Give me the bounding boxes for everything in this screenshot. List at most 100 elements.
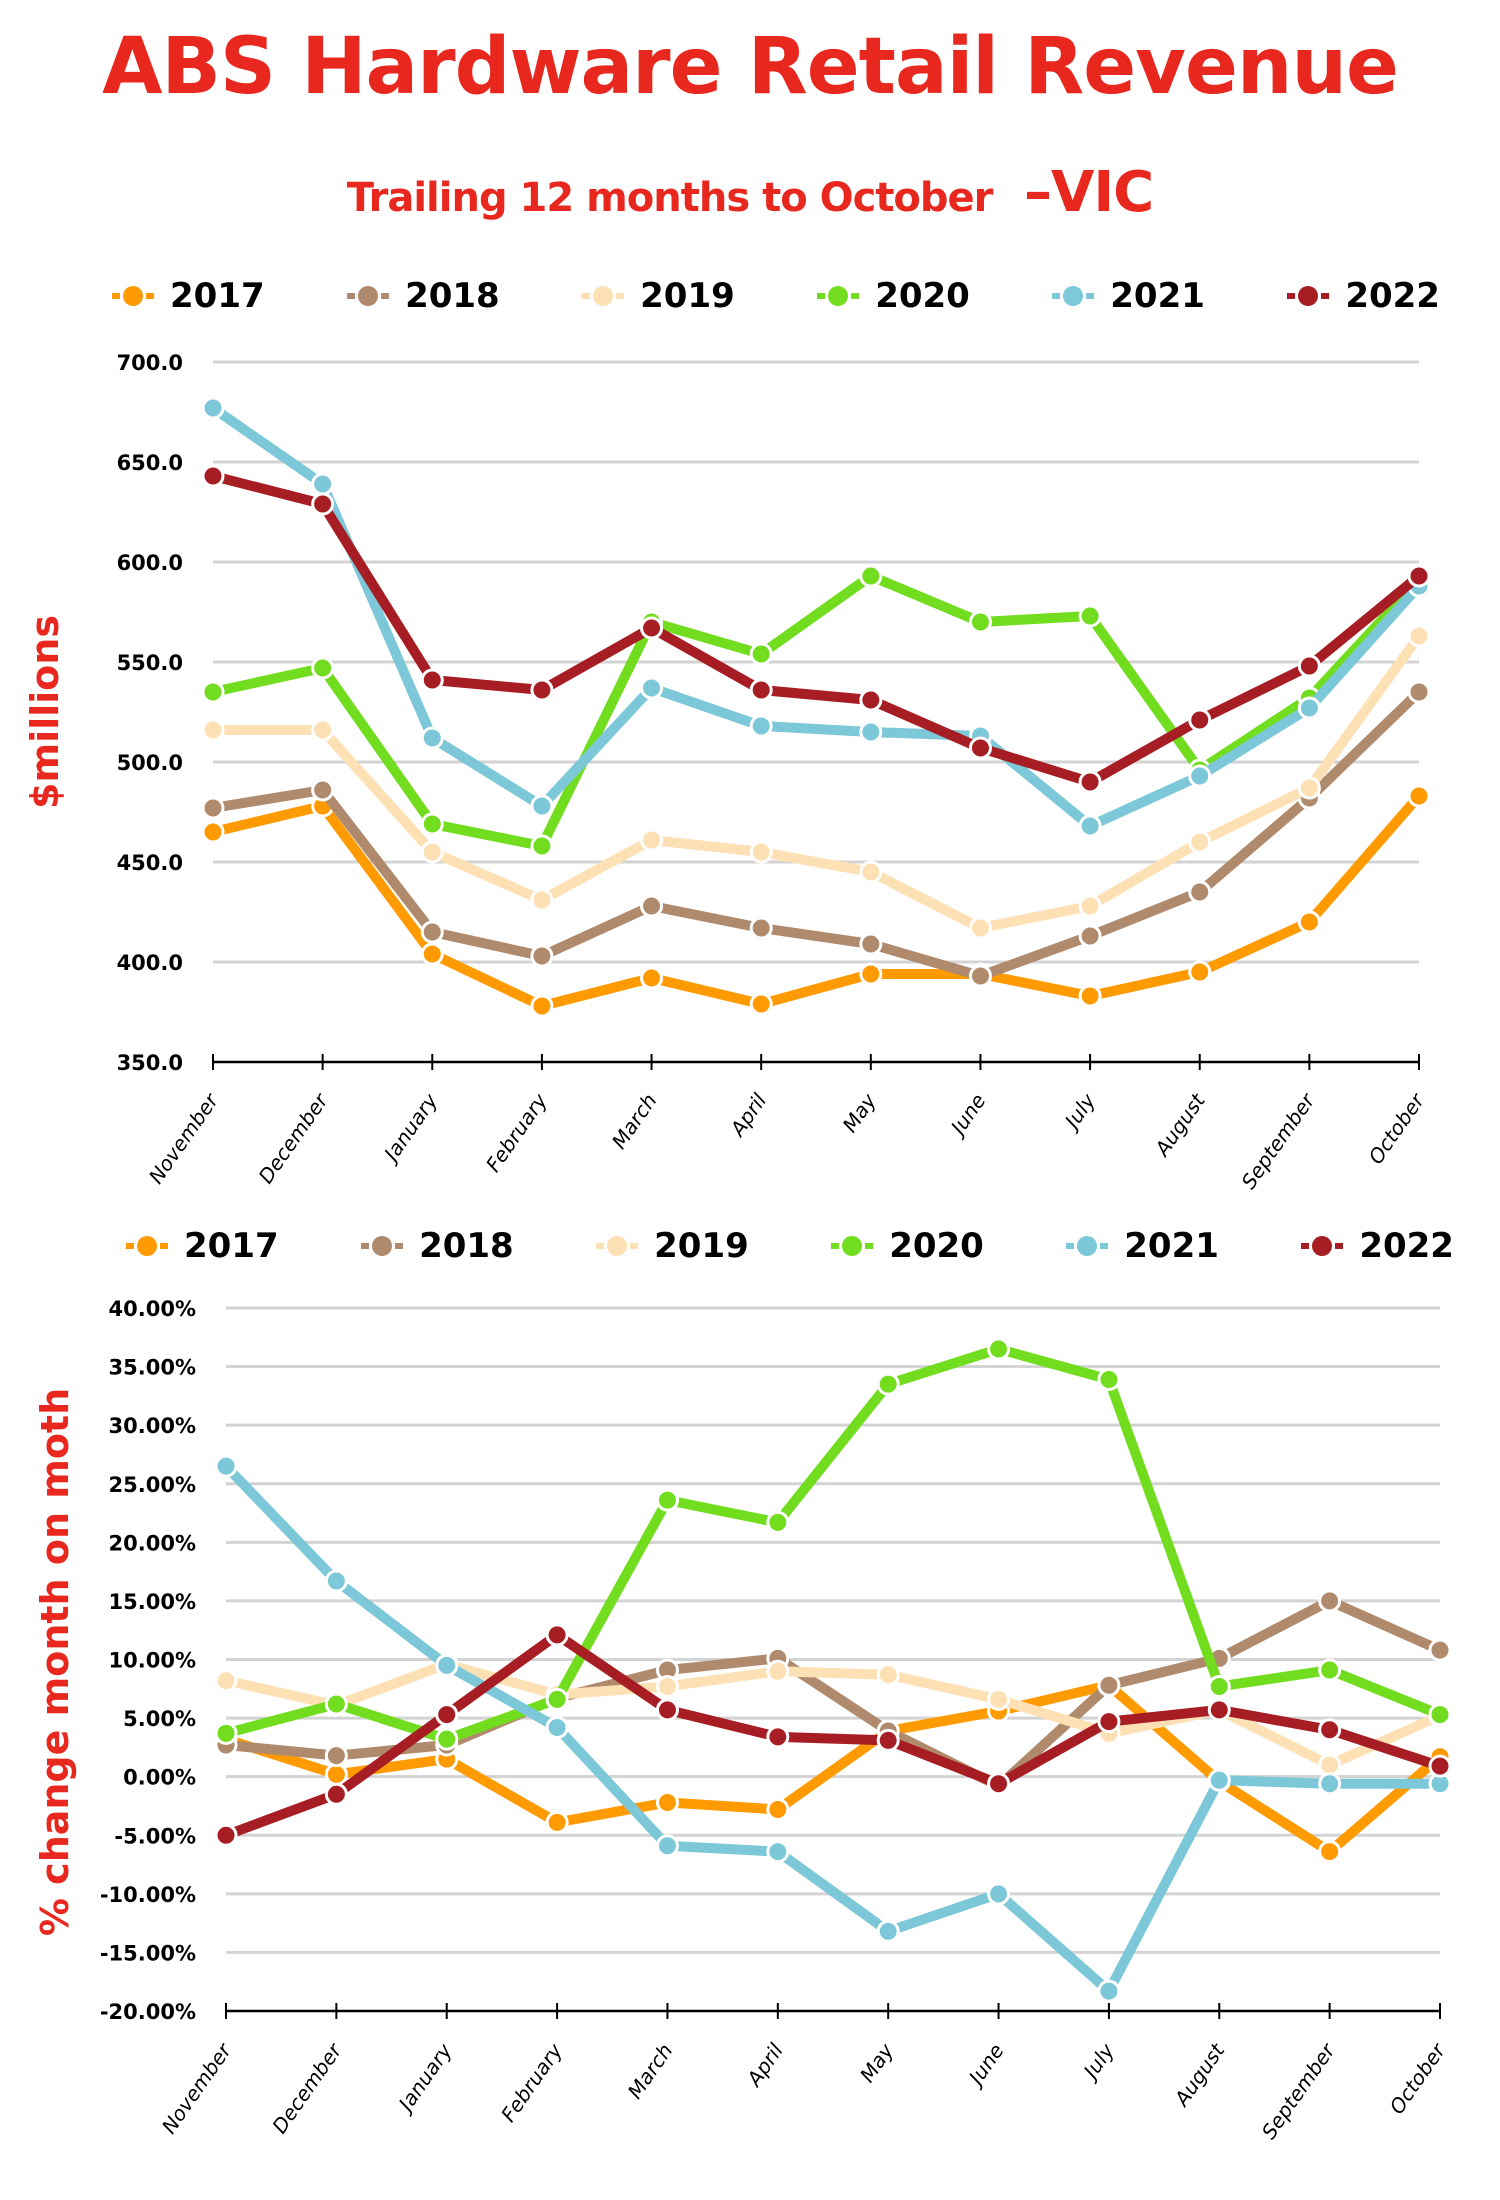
x-tick-label: December [267, 2038, 347, 2138]
legend-label: 2019 [640, 276, 735, 316]
x-tick-label: May [838, 1088, 882, 1137]
data-point-2022-october [1407, 564, 1431, 588]
data-point-2017-september [1297, 910, 1321, 934]
data-point-2022-september [1297, 654, 1321, 678]
series-2022 [214, 1623, 1452, 1847]
legend-label: 2022 [1359, 1226, 1454, 1266]
y-tick-label: 500.0 [117, 751, 183, 775]
data-point-2019-april [749, 840, 773, 864]
y-tick-label: 25.00% [109, 1473, 196, 1497]
legend-marker-icon [580, 286, 626, 306]
x-tick-label: December [254, 1088, 334, 1188]
data-point-2019-may [876, 1663, 900, 1687]
legend-label: 2019 [654, 1226, 749, 1266]
data-point-2017-december [324, 1762, 348, 1786]
data-point-2020-may [859, 564, 883, 588]
data-point-2022-august [1207, 1698, 1231, 1722]
subtitle-region: –VIC [1023, 160, 1154, 225]
data-point-2022-june [987, 1772, 1011, 1796]
series-line-2018 [221, 1595, 1445, 1792]
y-tick-label: 450.0 [117, 851, 183, 875]
data-point-2022-february [530, 678, 554, 702]
legend-item-2020: 2020 [815, 276, 970, 316]
data-point-2022-september [1318, 1718, 1342, 1742]
series-2020 [214, 1337, 1452, 1751]
data-point-2022-april [766, 1725, 790, 1749]
series-line-2019 [208, 631, 1424, 933]
x-tick-label: March [623, 2039, 678, 2103]
y-tick-label: -15.00% [100, 1941, 196, 1965]
x-tick-label: October [1364, 1088, 1431, 1169]
y-tick-label: -10.00% [100, 1883, 196, 1907]
data-point-2022-november [214, 1823, 238, 1847]
data-point-2018-january [420, 920, 444, 944]
x-tick-label: January [377, 1088, 443, 1168]
y-tick-label: 35.00% [109, 1356, 196, 1380]
data-point-2021-february [530, 794, 554, 818]
data-point-2020-february [545, 1687, 569, 1711]
series-line-2018 [208, 687, 1424, 981]
y-tick-label: 10.00% [109, 1649, 196, 1673]
y-tick-label: 15.00% [109, 1590, 196, 1614]
data-point-2020-june [987, 1337, 1011, 1361]
data-point-2022-march [640, 616, 664, 640]
legend-revenue-chart: 2017 2018 2019 2020 2021 2022 [110, 276, 1440, 316]
x-tick-label: September [1236, 1088, 1320, 1194]
data-point-2021-september [1318, 1772, 1342, 1796]
data-point-2021-july [1078, 814, 1102, 838]
x-tick-label: July [1058, 1088, 1101, 1135]
data-point-2021-january [435, 1653, 459, 1677]
data-point-2017-february [545, 1810, 569, 1834]
x-tick-label: November [157, 2038, 237, 2138]
data-point-2017-april [749, 992, 773, 1016]
x-tick-label: January [391, 2038, 457, 2118]
data-point-2019-january [420, 840, 444, 864]
data-point-2021-november [201, 396, 225, 420]
data-point-2020-july [1078, 604, 1102, 628]
series-2021 [214, 1454, 1452, 2003]
series-line-2022 [208, 471, 1424, 787]
data-point-2021-june [987, 1882, 1011, 1906]
data-point-2019-december [311, 718, 335, 742]
data-point-2020-january [420, 812, 444, 836]
legend-item-2020: 2020 [829, 1226, 984, 1266]
y-tick-label: -5.00% [114, 1824, 196, 1848]
data-point-2018-december [324, 1744, 348, 1768]
data-point-2019-june [968, 916, 992, 940]
x-tick-label: July [1076, 2038, 1119, 2085]
legend-label: 2022 [1345, 276, 1440, 316]
data-point-2022-december [324, 1782, 348, 1806]
data-point-2020-may [876, 1372, 900, 1396]
legend-marker-icon [1050, 286, 1096, 306]
data-point-2019-march [655, 1674, 679, 1698]
legend-label: 2017 [184, 1226, 279, 1266]
data-point-2021-january [420, 726, 444, 750]
legend-item-2021: 2021 [1064, 1226, 1219, 1266]
revenue-line-chart: $millions 700.0 650.0 600.0 550.0 500.0 450.0 4… [23, 351, 1431, 1194]
data-point-2020-august [1207, 1674, 1231, 1698]
x-tick-label: November [144, 1088, 224, 1188]
data-point-2021-september [1297, 696, 1321, 720]
data-point-2019-september [1318, 1753, 1342, 1777]
series-2019 [201, 624, 1431, 940]
data-point-2021-july [1097, 1979, 1121, 2003]
data-point-2022-january [435, 1703, 459, 1727]
y-tick-label: 5.00% [123, 1707, 196, 1731]
data-point-2021-december [311, 472, 335, 496]
y-tick-label: 400.0 [117, 951, 183, 975]
series-2021 [201, 396, 1431, 838]
x-tick-label: October [1385, 2038, 1452, 2119]
data-point-2021-march [655, 1834, 679, 1858]
data-point-2017-july [1078, 984, 1102, 1008]
data-point-2022-february [545, 1623, 569, 1647]
data-point-2020-april [749, 642, 773, 666]
data-point-2017-may [859, 962, 883, 986]
legend-marker-icon [829, 1236, 875, 1256]
data-point-2019-march [640, 828, 664, 852]
x-tick-label: June [962, 2039, 1009, 2092]
y-tick-label: 650.0 [117, 451, 183, 475]
data-point-2017-march [640, 966, 664, 990]
data-point-2020-december [311, 656, 335, 680]
series-line-2021 [208, 403, 1424, 831]
x-tick-label: March [607, 1089, 662, 1153]
